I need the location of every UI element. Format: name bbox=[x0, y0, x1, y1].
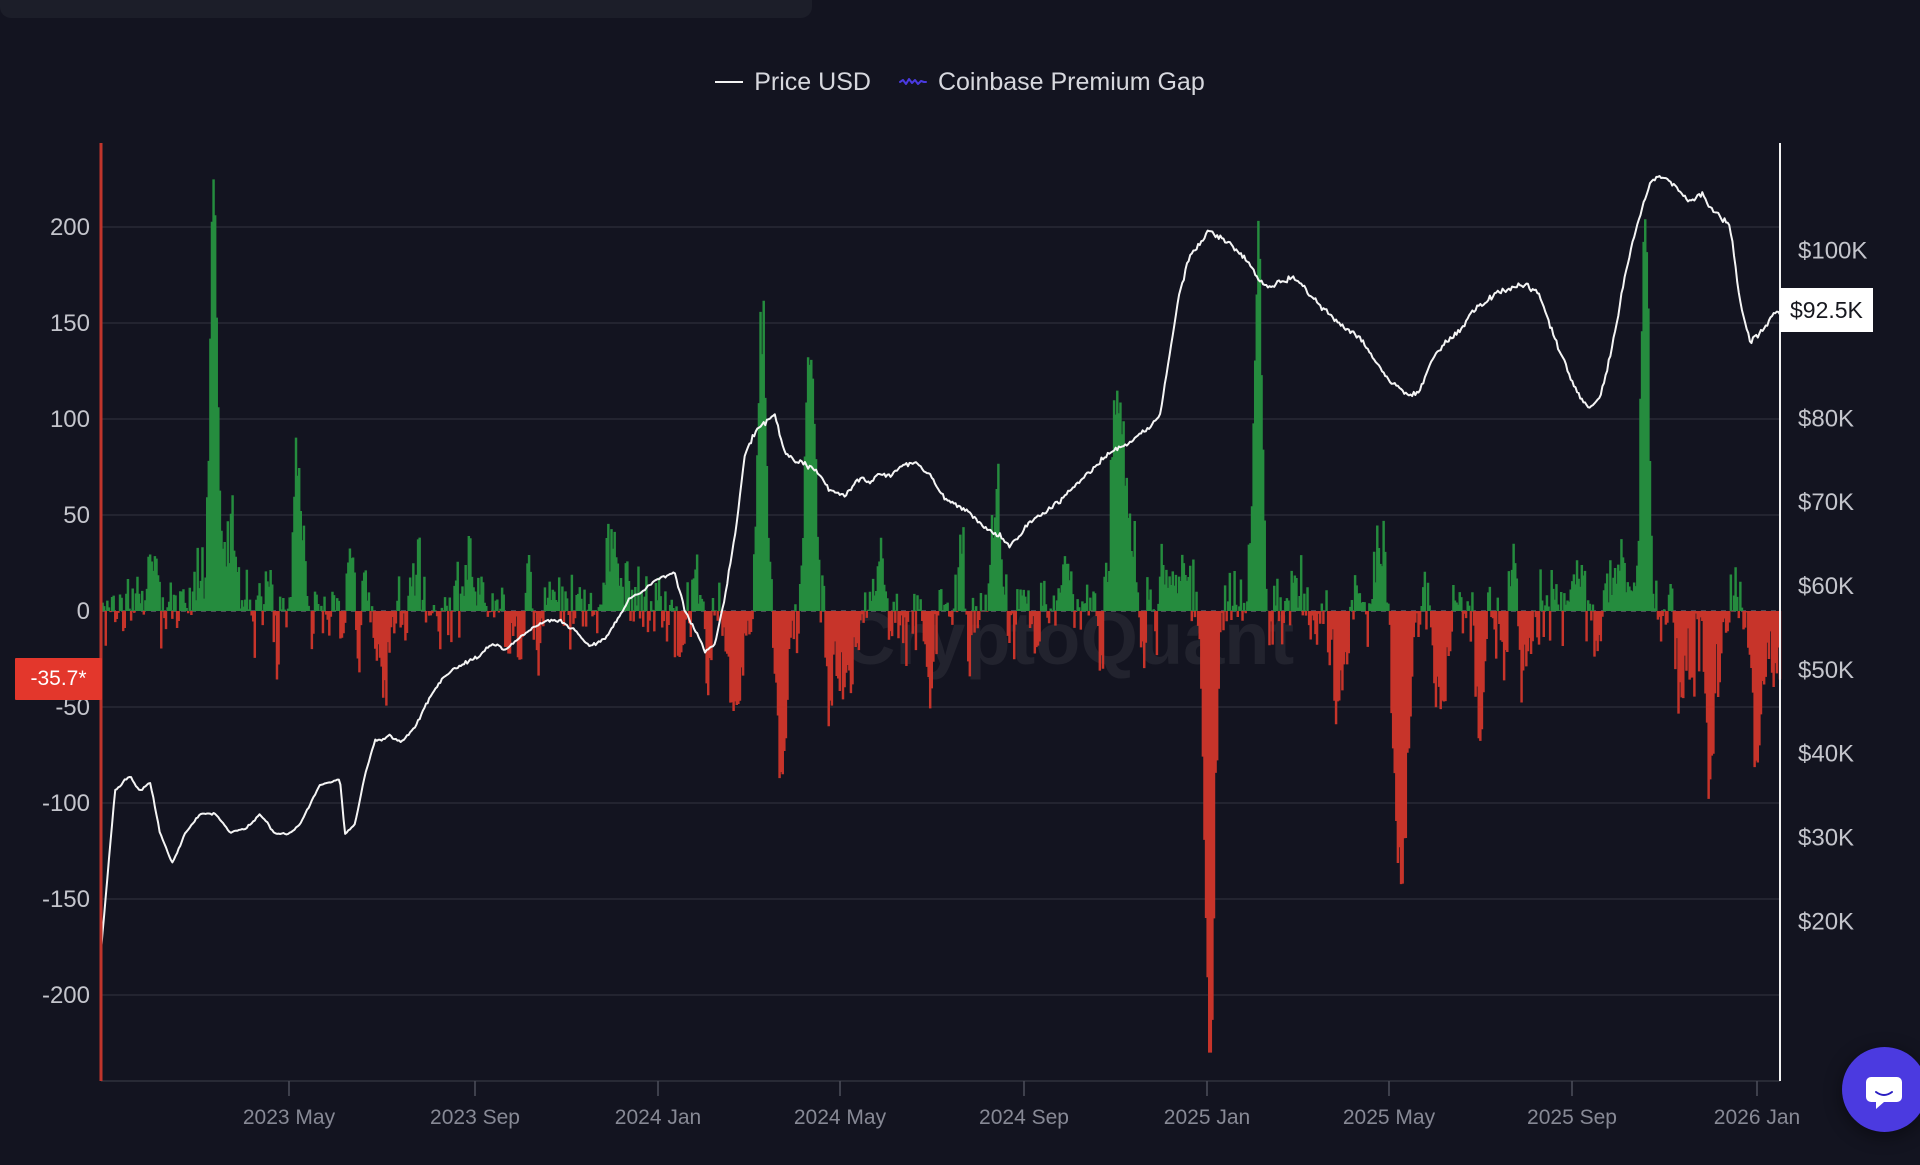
svg-text:150: 150 bbox=[50, 310, 90, 337]
svg-text:2023 May: 2023 May bbox=[243, 1106, 336, 1129]
svg-text:2024 Jan: 2024 Jan bbox=[615, 1106, 701, 1129]
svg-text:2025 Sep: 2025 Sep bbox=[1527, 1106, 1617, 1129]
svg-text:-200: -200 bbox=[42, 982, 90, 1009]
svg-text:$40K: $40K bbox=[1798, 741, 1854, 768]
svg-text:2024 Sep: 2024 Sep bbox=[979, 1106, 1069, 1129]
svg-text:$50K: $50K bbox=[1798, 657, 1854, 684]
svg-text:$100K: $100K bbox=[1798, 238, 1867, 265]
svg-text:0: 0 bbox=[77, 598, 90, 625]
svg-text:2024 May: 2024 May bbox=[794, 1106, 887, 1129]
svg-text:$20K: $20K bbox=[1798, 908, 1854, 935]
svg-text:2023 Sep: 2023 Sep bbox=[430, 1106, 520, 1129]
svg-text:50: 50 bbox=[63, 502, 90, 529]
svg-text:-150: -150 bbox=[42, 886, 90, 913]
svg-text:2025 Jan: 2025 Jan bbox=[1164, 1106, 1250, 1129]
svg-text:-100: -100 bbox=[42, 790, 90, 817]
svg-text:100: 100 bbox=[50, 406, 90, 433]
svg-text:$60K: $60K bbox=[1798, 573, 1854, 600]
svg-text:$30K: $30K bbox=[1798, 825, 1854, 852]
svg-text:$70K: $70K bbox=[1798, 489, 1854, 516]
svg-text:2026 Jan: 2026 Jan bbox=[1714, 1106, 1800, 1129]
svg-text:$80K: $80K bbox=[1798, 405, 1854, 432]
svg-text:200: 200 bbox=[50, 214, 90, 241]
svg-text:2025 May: 2025 May bbox=[1343, 1106, 1436, 1129]
